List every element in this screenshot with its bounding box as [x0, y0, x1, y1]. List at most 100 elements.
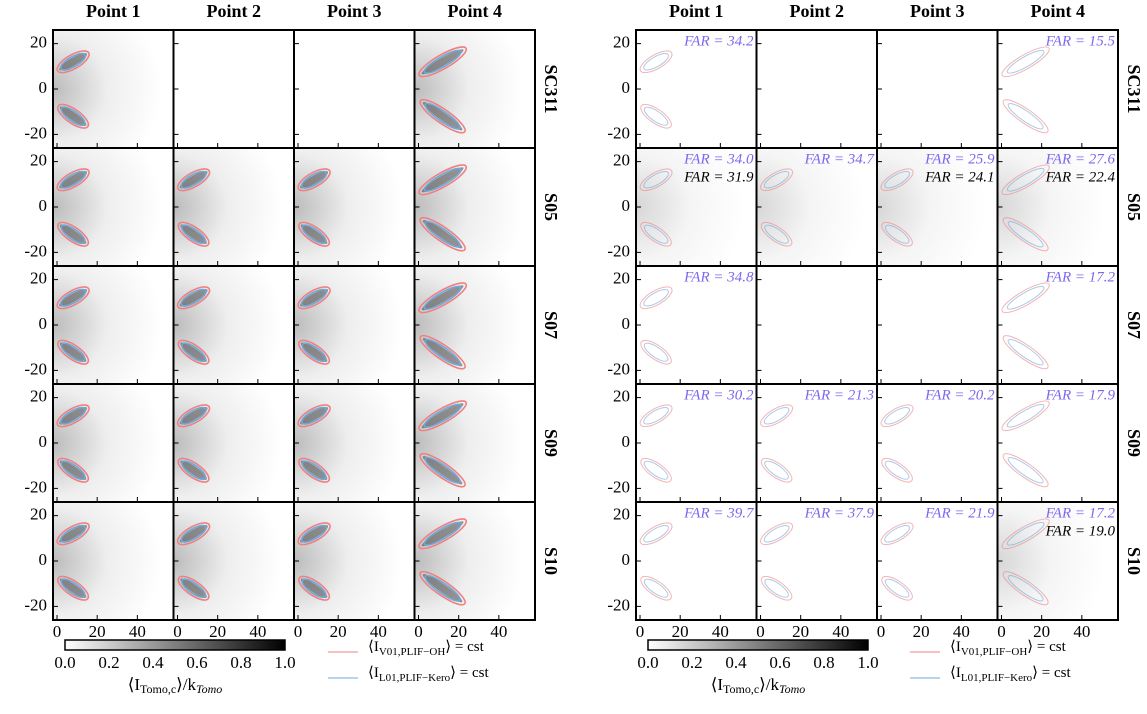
y-tick-label: 20	[30, 33, 47, 52]
intensity-core	[59, 224, 87, 244]
row-label: S09	[1124, 429, 1144, 457]
y-tick-label: 0	[39, 550, 48, 569]
x-tick-label: 40	[953, 622, 970, 641]
column-header: Point 3	[910, 1, 965, 21]
contour	[884, 407, 910, 425]
y-tick-label: 0	[39, 314, 48, 333]
contour	[419, 216, 466, 252]
intensity-field	[53, 266, 174, 384]
contour	[639, 168, 673, 192]
column-header: Point 4	[1030, 1, 1085, 21]
column-header: Point 2	[206, 1, 261, 21]
panel-content	[53, 266, 174, 384]
intensity-field	[294, 148, 415, 266]
contour	[180, 406, 207, 425]
contour	[60, 106, 86, 127]
contour	[881, 457, 913, 483]
panel-content	[760, 522, 794, 601]
intensity-core	[300, 578, 328, 598]
intensity-field	[173, 384, 294, 502]
panel-content	[760, 404, 794, 483]
panel-content	[53, 148, 174, 266]
far-label: FAR = 21.3	[804, 387, 874, 403]
x-tick-label: 40	[249, 622, 266, 641]
row-label: SC311	[541, 64, 561, 113]
contour	[1006, 403, 1045, 428]
contour	[59, 170, 87, 189]
column-header: Point 4	[447, 1, 502, 21]
legend-part: ⟨I	[950, 665, 961, 681]
panel-content	[53, 502, 174, 620]
legend-part: ⟨I	[950, 639, 961, 655]
intensity-field	[997, 502, 1118, 620]
y-tick-label: 20	[30, 269, 47, 288]
intensity-core	[422, 456, 463, 485]
intensity-field	[997, 148, 1118, 266]
intensity-field	[173, 148, 294, 266]
contour	[1002, 99, 1049, 134]
contour	[760, 168, 794, 192]
contour	[176, 404, 211, 428]
legend-part: ⟨I	[368, 639, 379, 655]
intensity-core	[422, 220, 463, 249]
y-tick-label: -20	[24, 123, 47, 142]
panel-content	[53, 384, 174, 502]
contour	[1007, 103, 1044, 130]
contour	[298, 221, 331, 247]
x-tick-label: 20	[1033, 622, 1050, 641]
row-label: SC311	[1124, 64, 1144, 113]
far-label-second: FAR = 19.0	[1045, 523, 1116, 539]
intensity-field	[414, 384, 535, 502]
y-tick-label: -20	[607, 359, 630, 378]
intensity-field	[294, 502, 415, 620]
row-label: S07	[1124, 311, 1144, 339]
panel-content	[294, 148, 415, 266]
panel-content	[880, 404, 914, 483]
intensity-core	[180, 578, 207, 598]
panel-content	[294, 384, 415, 502]
panel-content	[414, 148, 535, 266]
contour	[297, 168, 331, 192]
intensity-core	[421, 403, 464, 429]
contour	[643, 171, 669, 189]
contour	[1002, 453, 1049, 488]
contour	[884, 460, 910, 480]
intensity-field	[414, 148, 535, 266]
contour	[424, 102, 461, 130]
panel-content	[414, 266, 535, 384]
intensity-core	[300, 407, 329, 425]
contour	[300, 406, 328, 425]
contour	[424, 220, 461, 248]
x-tick-label: 40	[490, 622, 507, 641]
intensity-core	[59, 289, 88, 307]
contour	[60, 460, 86, 481]
y-tick-label: 20	[30, 151, 47, 170]
intensity-core	[422, 338, 463, 367]
intensity-core	[300, 342, 328, 362]
x-tick-label: 20	[89, 622, 106, 641]
y-tick-label: 0	[39, 196, 48, 215]
panel-content	[414, 384, 535, 502]
colorbar-tick-label: 0.8	[230, 653, 251, 672]
intensity-core	[422, 574, 463, 603]
legend-label: ⟨IL01,PLIF−Kero⟩ = cst	[368, 665, 489, 683]
far-label: FAR = 17.2	[1045, 269, 1116, 285]
far-label: FAR = 34.0	[683, 151, 754, 167]
far-label: FAR = 21.9	[924, 505, 995, 521]
contour	[177, 457, 210, 483]
contour	[639, 522, 673, 546]
contour	[57, 103, 90, 129]
contour	[1006, 49, 1045, 74]
far-label: FAR = 34.2	[683, 33, 754, 49]
far-label: FAR = 39.7	[683, 505, 755, 521]
panel-content	[294, 502, 415, 620]
contour	[57, 339, 90, 365]
panel-content	[173, 384, 294, 502]
x-tick-label: 0	[414, 622, 423, 641]
contour	[1007, 221, 1044, 248]
contour	[56, 404, 90, 428]
x-tick-label: 20	[450, 622, 467, 641]
intensity-field	[53, 502, 174, 620]
column-header: Point 3	[327, 1, 382, 21]
